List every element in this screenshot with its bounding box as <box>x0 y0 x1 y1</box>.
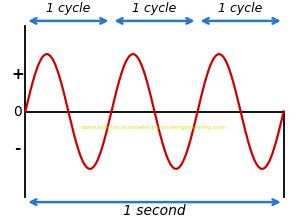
Text: -: - <box>14 141 21 156</box>
Text: +: + <box>11 67 24 82</box>
Text: 1 second: 1 second <box>123 204 186 218</box>
Text: 1 cycle: 1 cycle <box>132 2 177 15</box>
Text: www.electricalandelectronicsengineering.com: www.electricalandelectronicsengineering.… <box>82 125 227 130</box>
Text: 1 cycle: 1 cycle <box>46 2 91 15</box>
Text: 0: 0 <box>13 105 22 118</box>
Text: 1 cycle: 1 cycle <box>218 2 263 15</box>
